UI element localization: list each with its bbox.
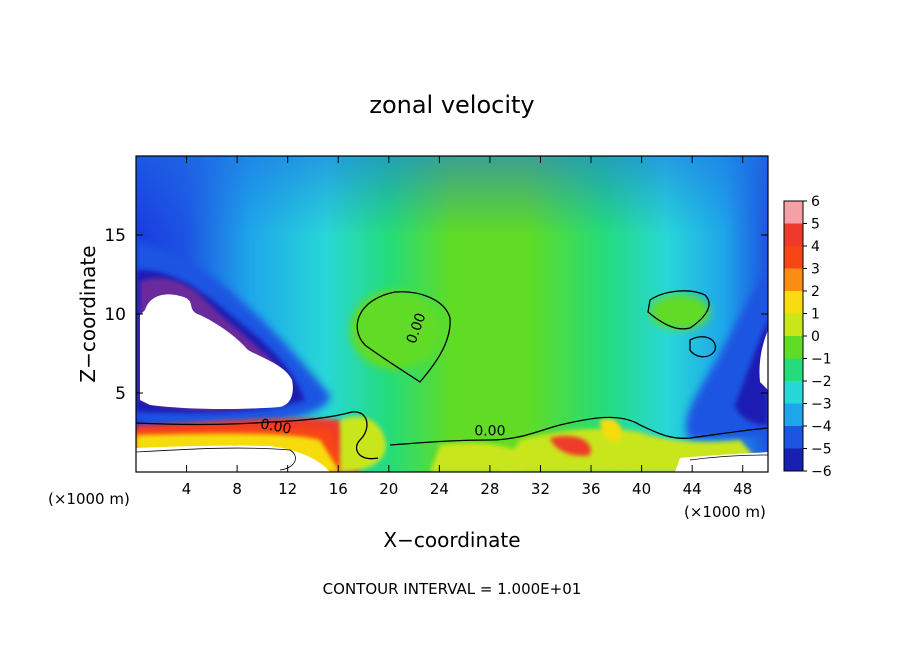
colorbar-swatch-8 (784, 381, 803, 404)
colorbar-swatch-7 (784, 358, 803, 382)
colorbar-swatch-6 (784, 336, 803, 359)
x-unit-left: (×1000 m) (48, 490, 130, 508)
colorbar-swatch-11 (784, 448, 803, 472)
colorbar-label-2: 4 (811, 239, 820, 255)
y-tick-label-2: 15 (104, 226, 126, 246)
y-tick-label-0: 5 (115, 384, 126, 404)
x-tick-label-10: 44 (683, 480, 702, 498)
contour-label-1: 0.00 (259, 416, 292, 437)
x-tick-label-4: 20 (379, 480, 398, 498)
contour-label-2: 0.00 (474, 424, 505, 440)
x-tick-label-2: 12 (278, 480, 297, 498)
y-axis-label: Z−coordinate (76, 245, 100, 382)
x-axis-label: X−coordinate (383, 528, 520, 552)
x-tick-label-1: 8 (232, 480, 242, 498)
colorbar-label-5: 1 (811, 307, 820, 323)
colorbar-swatch-10 (784, 426, 803, 449)
x-tick-label-3: 16 (329, 480, 348, 498)
x-tick-label-11: 48 (733, 480, 752, 498)
x-tick-label-9: 40 (632, 480, 651, 498)
colorbar-label-11: −5 (811, 442, 832, 458)
colorbar-swatch-5 (784, 313, 803, 337)
velocity-field (136, 156, 768, 472)
y-tick-label-1: 10 (104, 305, 126, 325)
x-tick-label-7: 32 (531, 480, 550, 498)
x-tick-label-6: 28 (480, 480, 499, 498)
colorbar-label-7: −1 (811, 352, 832, 368)
colorbar-swatch-9 (784, 403, 803, 427)
colorbar-label-8: −2 (811, 374, 832, 390)
colorbar-label-3: 3 (811, 262, 820, 278)
x-tick-label-8: 36 (581, 480, 600, 498)
colorbar-label-6: 0 (811, 329, 820, 345)
colorbar-label-0: 6 (811, 194, 820, 210)
chart-title: zonal velocity (369, 91, 534, 119)
x-tick-label-0: 4 (182, 480, 192, 498)
colorbar-label-10: −4 (811, 419, 832, 435)
x-tick-label-5: 24 (430, 480, 449, 498)
colorbar-label-1: 5 (811, 217, 820, 233)
colorbar-swatch-1 (784, 223, 803, 247)
colorbar: 6 5 4 3 2 1 0 −1 −2 −3 −4 −5 −6 (783, 194, 832, 480)
colorbar-swatch-3 (784, 268, 803, 292)
colorbar-swatch-2 (784, 246, 803, 269)
colorbar-label-9: −3 (811, 397, 832, 413)
colorbar-label-4: 2 (811, 284, 820, 300)
contour-interval-footer: CONTOUR INTERVAL = 1.000E+01 (323, 580, 582, 598)
colorbar-swatch-4 (784, 291, 803, 314)
colorbar-swatch-0 (784, 201, 803, 224)
x-unit-right: (×1000 m) (684, 503, 766, 521)
colorbar-label-12: −6 (811, 464, 832, 480)
